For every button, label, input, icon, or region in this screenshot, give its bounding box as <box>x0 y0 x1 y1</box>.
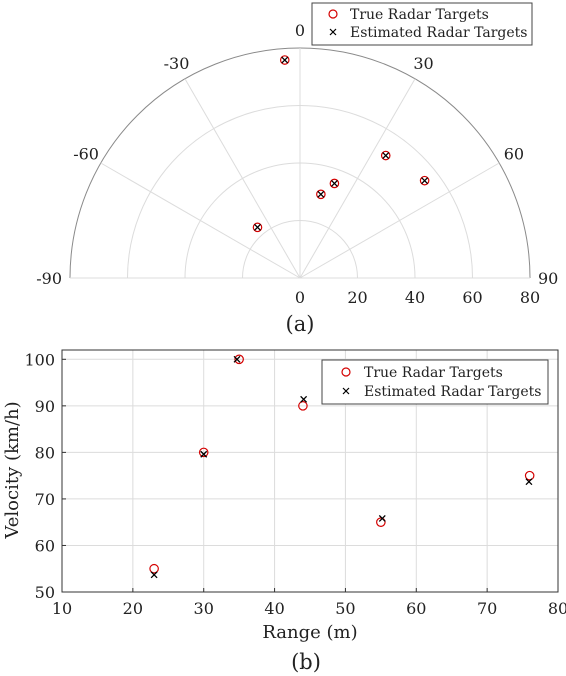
panel-a-caption: (a) <box>286 312 315 336</box>
polar-theta-tick-label: 0 <box>295 21 305 40</box>
polar-true-point <box>252 222 263 233</box>
scatter-true-point <box>198 447 209 458</box>
scatter-legend-estimated-marker <box>342 387 350 395</box>
scatter-data-points <box>149 354 535 579</box>
scatter-y-tick-label: 80 <box>35 443 55 462</box>
scatter-x-tick-label: 50 <box>335 599 355 618</box>
y-axis-label: Velocity (km/h) <box>2 401 23 539</box>
polar-theta-tick-label: -90 <box>36 269 62 288</box>
polar-data-points <box>252 55 430 233</box>
scatter-legend-box <box>321 359 549 405</box>
polar-theta-tick-label: 30 <box>413 54 433 73</box>
scatter-estimated-point <box>200 450 208 458</box>
polar-legend-true-marker <box>328 9 338 19</box>
polar-theta-gridline <box>184 78 301 279</box>
scatter-true-point <box>234 354 244 365</box>
polar-estimated-point <box>421 177 429 185</box>
polar-theta-gridline <box>299 162 500 279</box>
scatter-y-tick-label: 60 <box>35 536 55 555</box>
scatter-x-tick-label: 30 <box>194 599 214 618</box>
scatter-legend-true-marker <box>341 367 351 377</box>
scatter-estimated-point <box>300 395 308 403</box>
polar-theta-tick-labels: -90 -60 -30 0 30 60 90 <box>36 21 558 288</box>
scatter-plot: 10 20 30 40 50 60 70 80 50 60 70 80 90 100 Range (m)… <box>2 349 566 674</box>
polar-r-tick-label: 80 <box>520 288 540 307</box>
scatter-x-tick-label: 80 <box>548 599 566 618</box>
polar-r-tick-label: 20 <box>347 288 367 307</box>
scatter-x-tick-label: 10 <box>52 599 72 618</box>
polar-estimated-point <box>382 152 390 159</box>
polar-true-point <box>380 150 391 161</box>
scatter-estimated-point <box>378 515 386 522</box>
scatter-true-point <box>524 470 535 481</box>
polar-estimated-point <box>330 179 338 187</box>
polar-true-point <box>279 55 290 65</box>
polar-theta-gridline <box>100 162 301 279</box>
x-axis-label: Range (m) <box>262 622 357 643</box>
polar-theta-gridline <box>299 78 416 279</box>
polar-theta-tick-label: -60 <box>73 145 99 164</box>
polar-r-tick-labels: 0 20 40 60 80 <box>295 288 540 307</box>
scatter-x-tick-label: 70 <box>477 599 497 618</box>
scatter-y-tick-label: 70 <box>35 490 55 509</box>
polar-legend: True Radar Targets Estimated Radar Targe… <box>311 2 533 46</box>
polar-r-tick-label: 0 <box>295 288 305 307</box>
polar-grid <box>69 47 531 279</box>
polar-theta-tick-label: 90 <box>538 269 558 288</box>
polar-true-point <box>329 178 340 189</box>
polar-estimated-point <box>317 190 325 198</box>
polar-estimated-point <box>281 56 289 64</box>
scatter-estimated-point <box>233 355 241 363</box>
scatter-y-tick-label: 90 <box>35 397 55 416</box>
scatter-true-point <box>298 401 308 411</box>
scatter-x-tick-label: 20 <box>123 599 143 618</box>
scatter-estimated-point <box>150 571 158 579</box>
scatter-y-tick-labels: 50 60 70 80 90 100 <box>24 350 55 602</box>
polar-true-point <box>316 189 326 200</box>
scatter-legend-true-label: True Radar Targets <box>364 365 503 381</box>
scatter-true-point <box>376 517 386 527</box>
polar-r-tick-label: 60 <box>462 288 482 307</box>
scatter-x-tick-label: 60 <box>406 599 426 618</box>
scatter-estimated-point <box>525 478 533 486</box>
polar-theta-tick-label: 60 <box>504 145 524 164</box>
scatter-x-tick-label: 40 <box>264 599 284 618</box>
scatter-x-tick-labels: 10 20 30 40 50 60 70 80 <box>52 599 566 618</box>
scatter-y-tick-label: 50 <box>35 583 55 602</box>
scatter-y-tick-label: 100 <box>24 350 55 369</box>
polar-legend-true-label: True Radar Targets <box>350 7 489 23</box>
scatter-plot-frame <box>61 349 559 593</box>
scatter-legend-estimated-label: Estimated Radar Targets <box>364 384 541 400</box>
polar-r-tick-label: 40 <box>405 288 425 307</box>
scatter-true-point <box>149 563 159 574</box>
polar-theta-tick-label: -30 <box>164 54 190 73</box>
polar-estimated-point <box>254 223 261 231</box>
polar-legend-box <box>311 2 533 46</box>
panel-b-caption: (b) <box>291 650 321 674</box>
polar-legend-estimated-label: Estimated Radar Targets <box>350 25 527 41</box>
scatter-legend: True Radar Targets Estimated Radar Targe… <box>321 359 549 405</box>
polar-true-point <box>419 175 430 186</box>
polar-legend-estimated-marker <box>329 28 337 36</box>
polar-plot: -90 -60 -30 0 30 60 90 0 20 40 60 80 True Radar Ta… <box>36 2 558 336</box>
